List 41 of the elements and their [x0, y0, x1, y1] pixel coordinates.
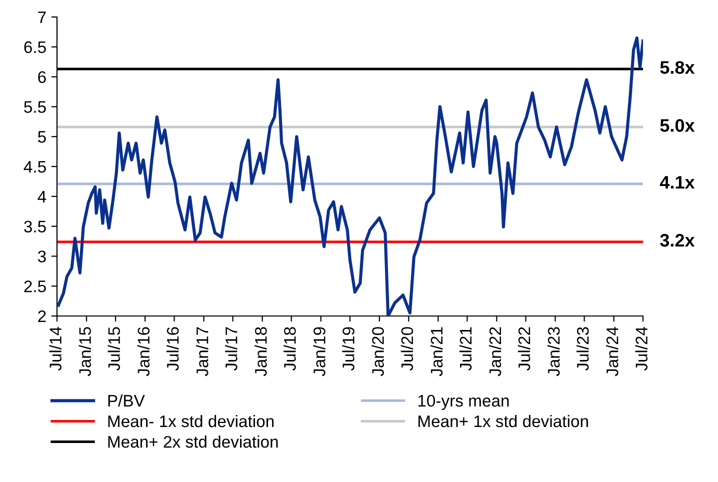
x-tick-label: Jan/23 [547, 327, 560, 376]
legend-label: 10-yrs mean [418, 394, 509, 410]
x-tick-label: Jul/17 [225, 327, 238, 371]
x-tick-label: Jul/19 [342, 327, 354, 371]
y-tick-label: 3.5 [24, 220, 46, 233]
legend-label: P/BV [108, 394, 145, 407]
x-tick-label: Jul/22 [518, 327, 530, 371]
x-tick-label: Jan/20 [372, 327, 384, 376]
legend-label: Mean+ 2x std deviation [108, 436, 278, 448]
y-tick-label: 6.5 [24, 41, 46, 54]
x-tick-label: Jul/15 [108, 327, 120, 371]
y-tick-label: 5.5 [24, 101, 46, 113]
x-tick-label: Jul/18 [284, 327, 296, 371]
annotation: 5.8x [660, 61, 695, 74]
y-tick-label: 2.5 [24, 280, 46, 292]
x-tick-label: Jul/24 [635, 326, 648, 371]
y-tick-label: 6 [38, 71, 46, 84]
x-tick-label: Jul/14 [49, 326, 62, 371]
y-tick-label: 2 [38, 310, 46, 322]
y-tick-label: 3 [38, 250, 46, 262]
x-tick-label: Jan/15 [78, 327, 91, 376]
y-tick-label: 4 [38, 190, 46, 202]
x-tick-label: Jan/22 [488, 327, 502, 376]
x-tick-label: Jan/16 [137, 327, 150, 376]
x-tick-label: Jul/16 [166, 327, 179, 371]
legend-label: Mean- 1x std deviation [108, 414, 274, 428]
y-tick-label: 7 [38, 12, 46, 24]
x-tick-label: Jan/18 [254, 327, 267, 376]
y-tick-label: 4.5 [24, 161, 46, 173]
y-tick-label: 5 [38, 131, 46, 143]
legend-label: Mean+ 1x std deviation [418, 414, 588, 428]
annotation: 5.0x [660, 119, 695, 132]
x-tick-label: Jan/24 [606, 326, 618, 376]
x-tick-label: Jan/21 [430, 327, 443, 376]
x-tick-label: Jan/17 [196, 327, 208, 376]
x-tick-label: Jul/21 [459, 327, 472, 371]
annotation: 4.1x [660, 176, 695, 189]
annotation: 3.2x [660, 234, 695, 247]
x-tick-label: Jul/20 [400, 327, 414, 371]
x-tick-label: Jan/19 [313, 327, 326, 376]
x-tick-label: Jul/23 [576, 327, 589, 371]
